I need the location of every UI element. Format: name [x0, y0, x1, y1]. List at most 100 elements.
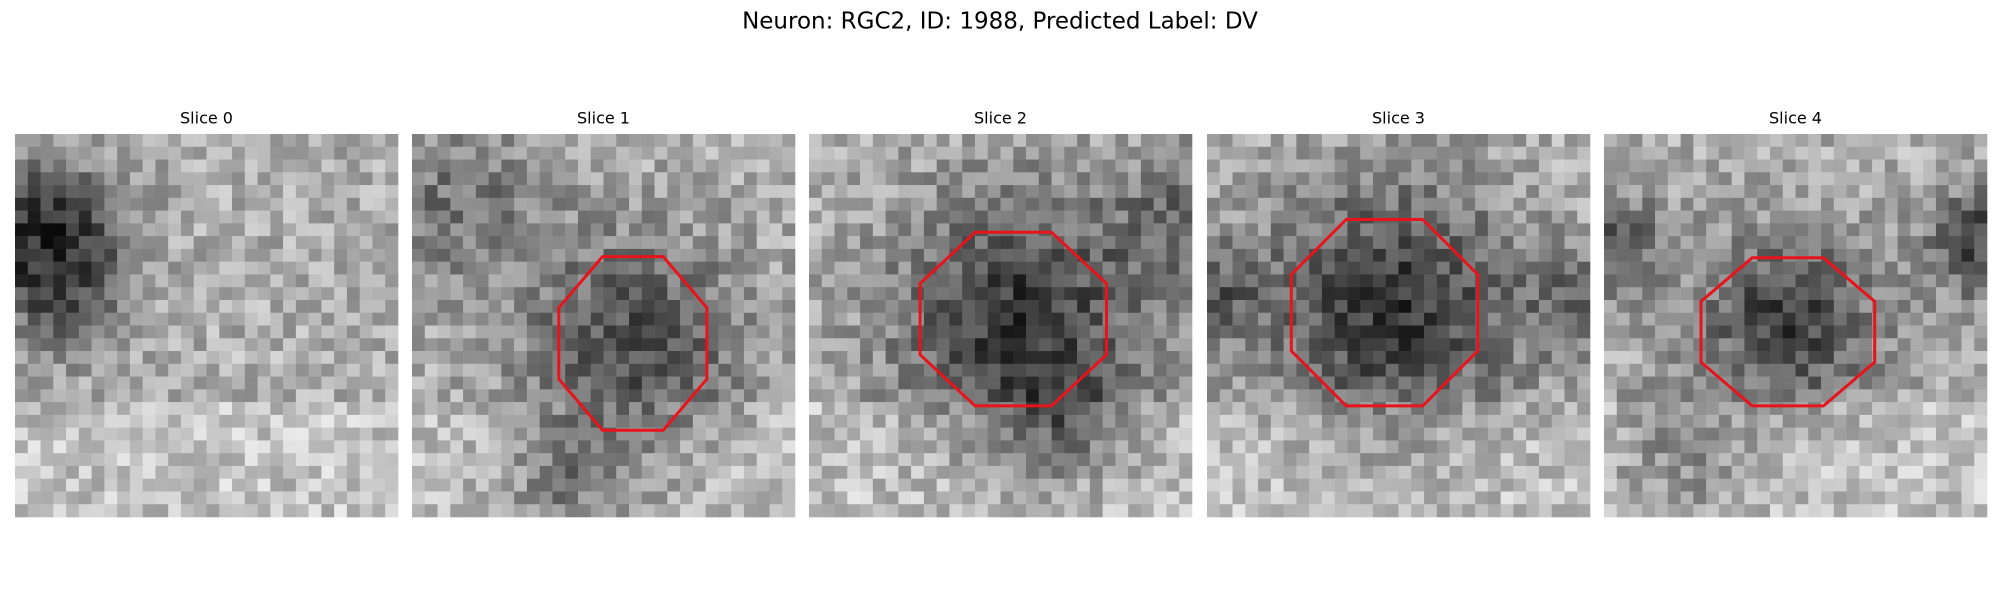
- pixel: [283, 274, 297, 288]
- pixel: [1026, 172, 1040, 186]
- pixel: [1296, 440, 1310, 454]
- pixel: [1360, 440, 1374, 454]
- pixel: [1166, 376, 1180, 390]
- pixel: [539, 402, 553, 416]
- pixel: [821, 146, 835, 160]
- pixel: [1321, 134, 1335, 148]
- pixel: [334, 287, 348, 301]
- pixel: [731, 210, 745, 224]
- pixel: [1821, 159, 1835, 173]
- pixel: [1629, 223, 1643, 237]
- pixel: [385, 389, 399, 403]
- pixel: [1000, 223, 1014, 237]
- pixel: [565, 491, 579, 505]
- pixel: [424, 159, 438, 173]
- pixel: [974, 185, 989, 199]
- pixel: [295, 261, 309, 275]
- pixel: [1795, 185, 1809, 199]
- pixel: [577, 134, 592, 148]
- pixel: [1000, 414, 1014, 428]
- pixel: [1564, 287, 1578, 301]
- pixel: [1923, 376, 1937, 390]
- pixel: [1718, 427, 1732, 441]
- pixel: [1923, 236, 1937, 250]
- pixel: [193, 478, 207, 492]
- pixel: [1334, 274, 1348, 288]
- pixel: [1948, 465, 1962, 479]
- pixel: [27, 261, 41, 275]
- pixel: [1884, 287, 1898, 301]
- pixel: [923, 223, 937, 237]
- pixel: [1693, 414, 1707, 428]
- pixel: [847, 312, 861, 326]
- pixel: [1296, 159, 1310, 173]
- pixel: [372, 338, 386, 352]
- panel-title: Slice 2: [974, 109, 1027, 128]
- pixel: [1128, 172, 1142, 186]
- pixel: [936, 325, 950, 339]
- pixel: [847, 453, 861, 467]
- pixel: [1821, 453, 1835, 467]
- pixel: [1115, 504, 1129, 518]
- pixel: [501, 185, 515, 199]
- pixel: [1166, 389, 1180, 403]
- pixel: [1961, 146, 1975, 160]
- pixel: [193, 274, 207, 288]
- pixel: [488, 299, 502, 314]
- pixel: [731, 351, 745, 365]
- pixel: [1616, 491, 1630, 505]
- pixel: [206, 389, 220, 403]
- pixel: [501, 351, 515, 365]
- pixel: [488, 236, 502, 250]
- pixel: [1013, 223, 1027, 237]
- pixel: [463, 299, 477, 314]
- pixel: [1551, 312, 1565, 326]
- pixel: [1948, 210, 1962, 224]
- pixel: [270, 210, 284, 224]
- pixel: [1551, 134, 1565, 148]
- pixel: [1846, 363, 1860, 377]
- pixel: [1270, 351, 1284, 365]
- pixel: [385, 185, 399, 199]
- pixel: [385, 325, 399, 339]
- pixel: [1475, 248, 1489, 262]
- pixel: [1706, 389, 1720, 403]
- pixel: [1487, 223, 1501, 237]
- pixel: [359, 287, 373, 301]
- pixel: [809, 159, 823, 173]
- pixel: [1604, 312, 1618, 326]
- pixel: [1219, 134, 1233, 148]
- pixel: [450, 134, 464, 148]
- pixel: [437, 491, 451, 505]
- pixel: [334, 274, 348, 288]
- pixel: [821, 210, 835, 224]
- pixel: [1616, 223, 1630, 237]
- pixel: [629, 223, 643, 237]
- pixel: [1166, 274, 1180, 288]
- pixel: [321, 312, 335, 326]
- pixel: [705, 453, 719, 467]
- pixel: [705, 325, 719, 339]
- pixel: [1372, 363, 1387, 377]
- pixel: [1935, 389, 1949, 403]
- pixel: [129, 427, 143, 441]
- pixel: [1219, 376, 1233, 390]
- pixel: [1731, 351, 1745, 365]
- pixel: [15, 427, 29, 441]
- pixel: [1179, 402, 1193, 416]
- pixel: [1089, 376, 1103, 390]
- pixel: [1538, 197, 1552, 211]
- pixel: [629, 185, 643, 199]
- pixel: [1051, 172, 1065, 186]
- pixel: [872, 223, 886, 237]
- pixel: [834, 402, 848, 416]
- pixel: [1245, 414, 1259, 428]
- pixel: [1769, 210, 1784, 224]
- pixel: [514, 478, 528, 492]
- pixel: [53, 146, 67, 160]
- pixel: [962, 351, 976, 365]
- pixel: [1872, 389, 1886, 403]
- pixel: [232, 478, 246, 492]
- pixel: [295, 312, 309, 326]
- pixel: [514, 325, 528, 339]
